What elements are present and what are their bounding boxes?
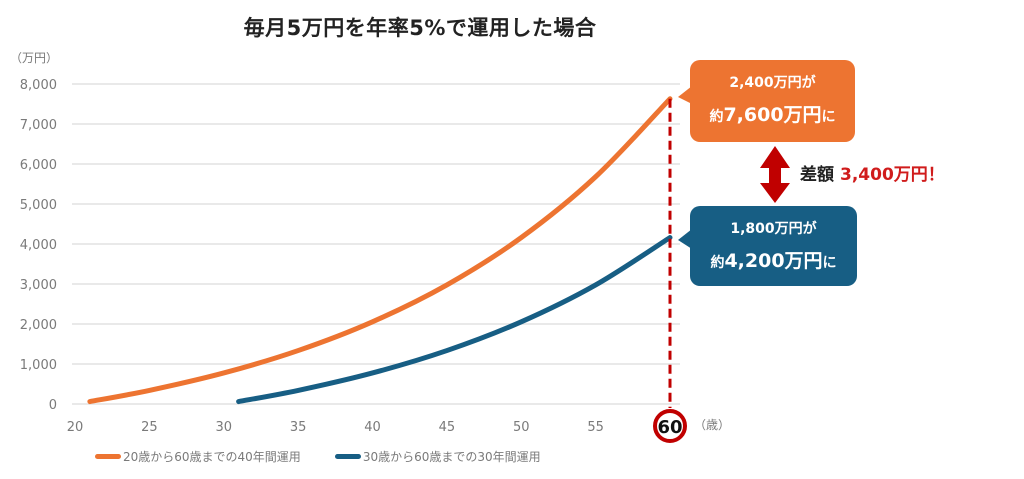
legend: 20歳から60歳までの40年間運用 30歳から60歳までの30年間運用	[95, 448, 541, 465]
callout-line1: 1,800万円が	[730, 221, 817, 237]
legend-item-40yr: 20歳から60歳までの40年間運用	[95, 448, 301, 465]
series-line-30yr	[236, 235, 673, 405]
x-tick-label: 40	[364, 420, 381, 435]
y-tick-label: 0	[49, 398, 57, 413]
legend-item-30yr: 30歳から60歳までの30年間運用	[334, 448, 541, 465]
callout-40yr-result: 2,400万円が 約7,600万円に	[690, 60, 855, 142]
callout-pointer-bottom	[678, 229, 692, 249]
legend-swatch-orange	[95, 454, 121, 459]
y-unit-label: （万円）	[10, 51, 58, 65]
difference-label: 差額 3,400万円！	[800, 165, 945, 185]
y-tick-label: 5,000	[20, 198, 57, 213]
age-60-label: 60	[657, 417, 682, 438]
difference-amount: 3,400万円！	[840, 165, 945, 185]
series-line-40yr	[87, 96, 673, 405]
chart-title: 毎月5万円を年率5%で運用した場合	[243, 16, 597, 40]
x-tick-label: 20	[67, 420, 84, 435]
legend-swatch-blue	[334, 454, 361, 459]
y-tick-label: 7,000	[20, 118, 57, 133]
x-tick-label: 50	[513, 420, 530, 435]
y-tick-label: 2,000	[20, 318, 57, 333]
y-tick-label: 8,000	[20, 78, 57, 93]
x-tick-label: 30	[215, 420, 232, 435]
callout-pointer-top	[678, 86, 692, 104]
double-arrow-icon	[760, 146, 790, 203]
x-tick-label: 35	[290, 420, 307, 435]
x-unit-label: （歳）	[694, 418, 730, 432]
y-tick-label: 3,000	[20, 278, 57, 293]
legend-label: 20歳から60歳までの40年間運用	[123, 450, 301, 464]
callout-30yr-result: 1,800万円が 約4,200万円に	[690, 206, 857, 286]
x-tick-label: 55	[587, 420, 604, 435]
callout-line2: 約4,200万円に	[710, 250, 837, 272]
x-tick-label: 45	[439, 420, 456, 435]
x-tick-label: 25	[141, 420, 158, 435]
y-tick-label: 1,000	[20, 358, 57, 373]
age-60-circle	[653, 409, 687, 443]
y-tick-label: 6,000	[20, 158, 57, 173]
callout-line2: 約7,600万円に	[709, 104, 836, 126]
y-tick-label: 4,000	[20, 238, 57, 253]
callout-line1: 2,400万円が	[729, 75, 816, 91]
legend-label: 30歳から60歳までの30年間運用	[362, 450, 541, 464]
